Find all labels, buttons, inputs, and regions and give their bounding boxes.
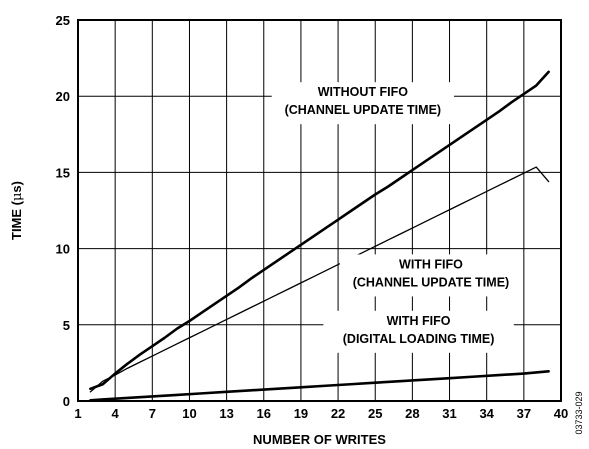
x-tick-label: 28: [405, 406, 419, 421]
x-tick-label: 37: [517, 406, 531, 421]
series-group: [89, 70, 550, 402]
annotation-line: WITH FIFO: [387, 314, 451, 328]
x-tick-label: 16: [257, 406, 271, 421]
series-line-3: [89, 369, 550, 402]
annotation-line: WITH FIFO: [399, 257, 463, 271]
x-tick-label: 1: [74, 406, 81, 421]
x-tick-label: 25: [368, 406, 382, 421]
x-tick-label: 31: [442, 406, 456, 421]
series-line-1: [89, 70, 550, 391]
y-tick-label: 0: [63, 394, 70, 409]
y-axis-title-unit: μ: [10, 193, 25, 201]
x-axis-title: NUMBER OF WRITES: [253, 432, 386, 447]
y-axis-title-prefix: TIME (: [9, 200, 24, 240]
y-tick-label: 25: [56, 13, 70, 28]
annotation-1: WITHOUT FIFO (CHANNEL UPDATE TIME): [271, 82, 454, 125]
figure-id: 03733-029: [574, 391, 584, 434]
annotation-background: [271, 82, 454, 125]
x-tick-label: 22: [331, 406, 345, 421]
y-tick-label: 15: [56, 165, 70, 180]
x-tick-label: 40: [554, 406, 568, 421]
annotations: WITHOUT FIFO(CHANNEL UPDATE TIME)WITH FI…: [271, 82, 523, 353]
plot-frame: [77, 19, 562, 402]
y-axis-title: TIME (μs): [9, 181, 25, 240]
annotation-background: [323, 310, 514, 353]
annotation-line: (CHANNEL UPDATE TIME): [285, 103, 441, 117]
x-tick-label: 34: [479, 406, 494, 421]
annotation-line: WITHOUT FIFO: [318, 85, 409, 99]
annotation-line: (DIGITAL LOADING TIME): [343, 332, 495, 346]
y-axis-title-suffix: s): [9, 181, 24, 193]
x-tick-label: 10: [182, 406, 196, 421]
y-tick-label: 20: [56, 89, 70, 104]
x-tick-label: 19: [294, 406, 308, 421]
y-tick-label: 10: [56, 242, 70, 257]
series-line-2: [89, 166, 550, 393]
annotation-3: WITH FIFO (DIGITAL LOADING TIME): [323, 310, 514, 353]
x-tick-label: 7: [149, 406, 156, 421]
x-tick-label: 4: [112, 406, 120, 421]
x-tick-labels: 1 4 7 10 13 16 19 22 25 28 31 34 37 40: [74, 406, 568, 421]
annotation-background: [339, 254, 523, 297]
x-tick-label: 13: [219, 406, 233, 421]
y-tick-label: 5: [63, 318, 70, 333]
annotation-line: (CHANNEL UPDATE TIME): [353, 275, 509, 289]
y-tick-labels: 0 5 10 15 20 25: [56, 13, 70, 409]
annotation-2: WITH FIFO (CHANNEL UPDATE TIME): [339, 254, 523, 297]
